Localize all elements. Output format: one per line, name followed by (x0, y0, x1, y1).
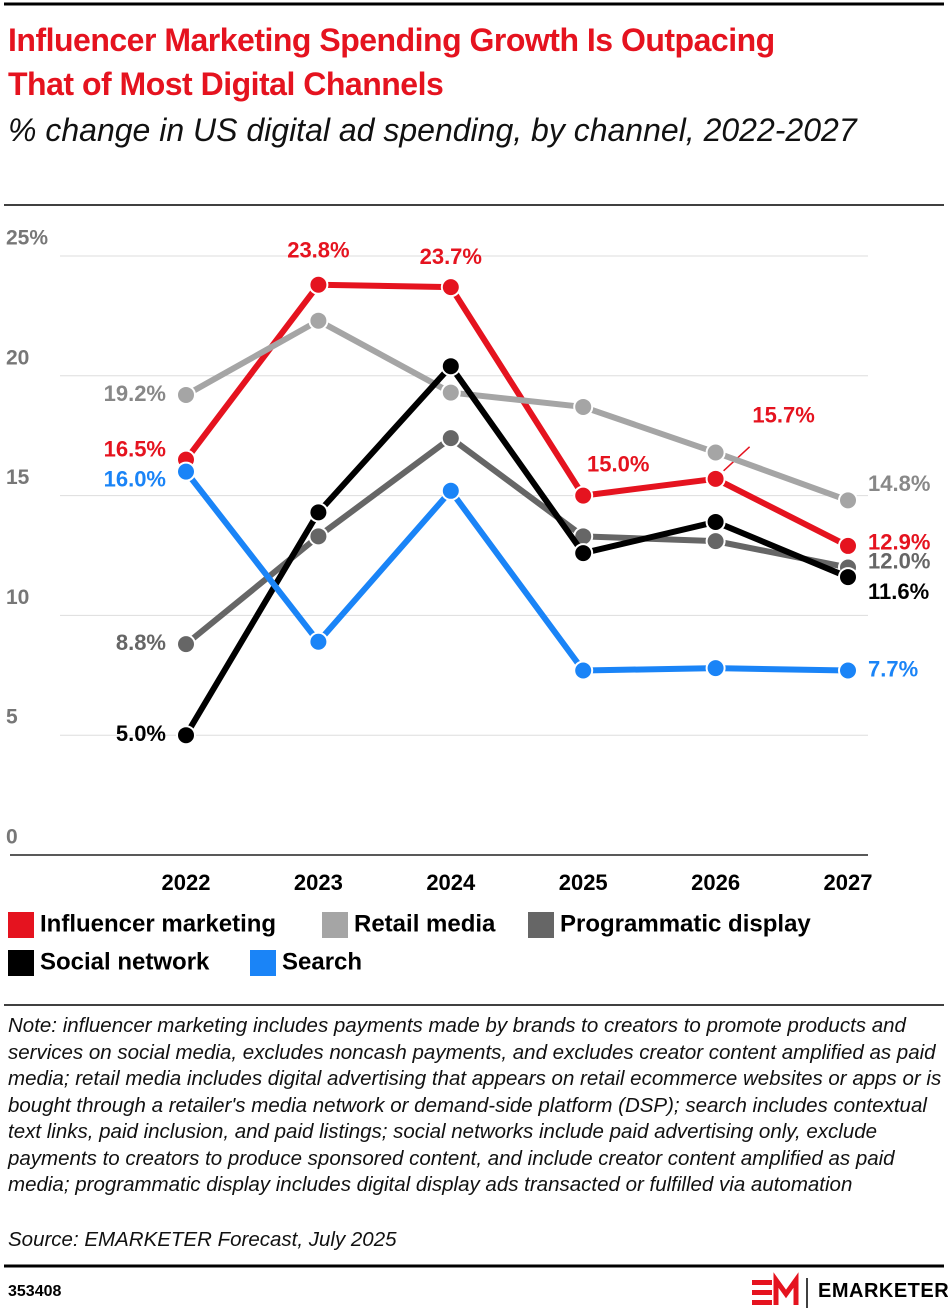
data-label: 15.7% (752, 403, 814, 428)
point (705, 511, 726, 532)
point (573, 660, 594, 681)
title: Influencer Marketing Spending Growth Is … (8, 22, 775, 102)
point (838, 490, 858, 511)
data-label: 14.8% (868, 471, 930, 496)
point (440, 356, 461, 377)
point (573, 543, 594, 564)
x-tick-label: 2027 (824, 870, 873, 895)
note: Note: influencer marketing includes paym… (8, 1014, 942, 1196)
point (308, 526, 329, 547)
y-tick-label: 25% (6, 227, 48, 250)
x-tick-label: 2025 (559, 870, 608, 895)
x-tick-label: 2023 (294, 870, 343, 895)
data-label: 11.6% (868, 579, 929, 604)
series-line (183, 363, 850, 737)
y-tick-label: 20 (6, 346, 29, 369)
point (705, 658, 726, 679)
data-label: 16.0% (104, 466, 166, 491)
source: Source: EMARKETER Forecast, July 2025 (8, 1228, 397, 1251)
legend-label: Search (282, 948, 362, 975)
point (308, 502, 329, 523)
point (440, 428, 461, 449)
point (308, 274, 329, 295)
legend-label: Programmatic display (560, 910, 811, 937)
point (705, 531, 726, 552)
point (176, 634, 196, 655)
point (176, 461, 196, 482)
legend-label: Social network (40, 948, 210, 975)
data-label: 23.8% (287, 238, 349, 263)
legend-swatch (528, 912, 554, 938)
point (573, 396, 594, 417)
point (573, 485, 594, 506)
data-label: 19.2% (104, 381, 166, 406)
subtitle: % change in US digital ad spending, by c… (8, 112, 857, 148)
point (308, 310, 329, 331)
data-label: 12.0% (868, 548, 930, 573)
x-tick-label: 2024 (426, 870, 476, 895)
point (176, 725, 196, 746)
legend-swatch (250, 950, 276, 976)
y-tick-label: 10 (6, 586, 29, 609)
x-tick-label: 2026 (691, 870, 740, 895)
chart-id: 353408 (8, 1283, 62, 1300)
y-tick-label: 15 (6, 466, 30, 489)
data-label: 5.0% (116, 721, 166, 746)
series-line (184, 317, 850, 504)
data-label: 15.0% (587, 451, 649, 476)
legend-swatch (8, 912, 34, 938)
data-label: 23.7% (420, 244, 482, 269)
legend-label: Influencer marketing (40, 910, 276, 937)
y-tick-label: 5 (6, 706, 18, 729)
legend-label: Retail media (354, 910, 496, 937)
data-label: 12.9% (868, 530, 930, 555)
legend-swatch (8, 950, 34, 976)
logo (752, 1272, 808, 1308)
point (705, 468, 726, 489)
point (308, 631, 329, 652)
point (440, 382, 461, 403)
point (838, 535, 858, 556)
brand: EMARKETER (818, 1280, 948, 1302)
data-label: 8.8% (116, 630, 166, 655)
series-line (183, 281, 850, 549)
series-line (183, 469, 849, 674)
point (440, 277, 461, 298)
series-line (184, 435, 849, 647)
legend-swatch (322, 912, 348, 938)
y-tick-label: 0 (6, 826, 18, 849)
point (838, 567, 858, 588)
point (705, 442, 726, 463)
point (838, 660, 858, 681)
point (440, 480, 461, 501)
data-label: 7.7% (868, 656, 918, 681)
x-tick-label: 2022 (162, 870, 211, 895)
point (176, 384, 196, 405)
data-label: 16.5% (104, 436, 166, 461)
